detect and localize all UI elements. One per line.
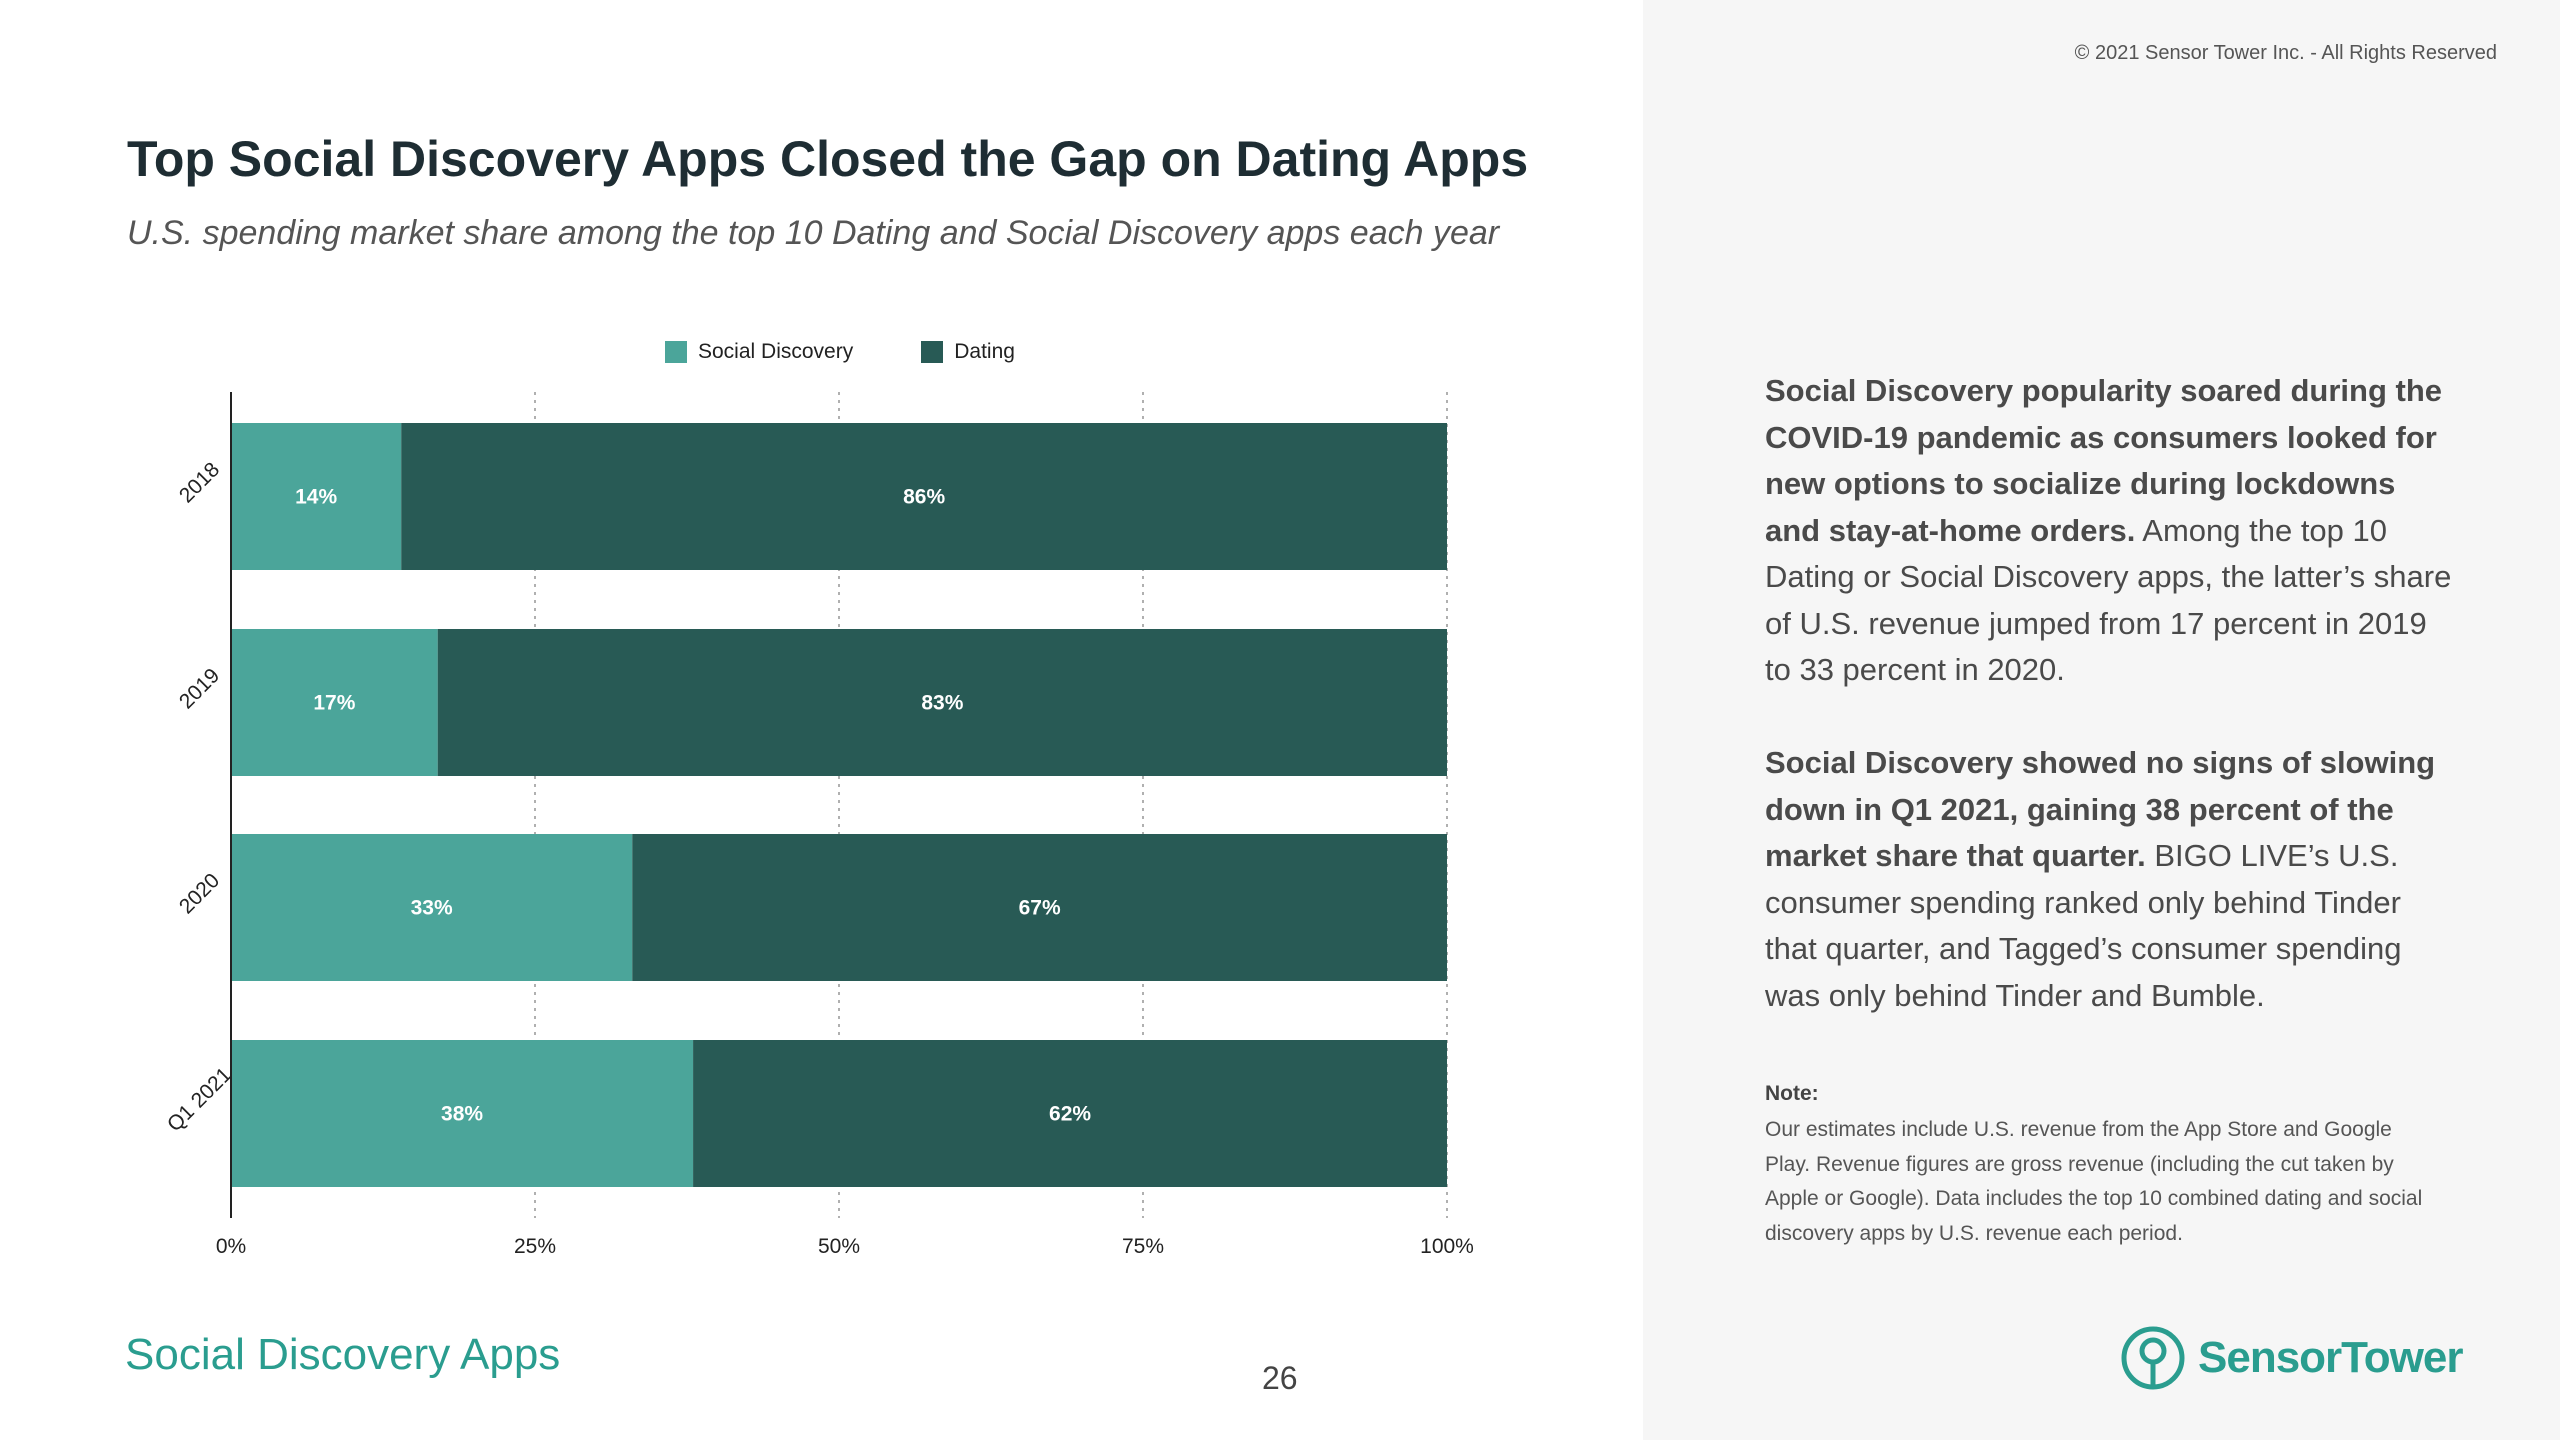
legend-label-social-discovery: Social Discovery [698, 340, 854, 363]
data-label: 83% [921, 692, 963, 715]
side-panel [1643, 0, 2560, 1440]
stacked-bar-chart: 14% 86% 2018 17% 83% 2019 33% 67% 2020 38% 62% Q1 2… [163, 392, 1474, 1258]
page-number: 26 [1262, 1360, 1298, 1396]
bar-segment [231, 423, 402, 570]
page-title: Top Social Discovery Apps Closed the Gap… [127, 131, 1529, 187]
brand-logo: SensorTower [2120, 1325, 2463, 1391]
page-subtitle: U.S. spending market share among the top… [127, 214, 1500, 252]
x-tick-label: 25% [514, 1235, 556, 1258]
bar-segment [231, 629, 438, 776]
data-label: 62% [1049, 1103, 1091, 1126]
legend-swatch-dating [921, 341, 944, 363]
bar-segment [231, 1040, 694, 1187]
chart-legend: Social Discovery Dating [665, 340, 1083, 364]
data-label: 33% [411, 897, 453, 920]
commentary-1-bold: Social Discovery popularity soared durin… [1765, 373, 2443, 548]
category-label: 2018 [175, 458, 224, 507]
note-text: Our estimates include U.S. revenue from … [1765, 1118, 2423, 1245]
x-tick-label: 0% [216, 1235, 246, 1258]
data-label: 38% [441, 1103, 483, 1126]
copyright-notice: © 2021 Sensor Tower Inc. - All Rights Re… [2074, 42, 2497, 64]
commentary-1-text: Among the top 10 Dating or Social Discov… [1765, 512, 2452, 688]
bar-segment [437, 629, 1448, 776]
data-label: 86% [903, 486, 945, 509]
legend-swatch-social-discovery [665, 341, 687, 363]
category-label: Q1 2021 [163, 1063, 236, 1136]
commentary-2-bold: Social Discovery showed no signs of slow… [1765, 745, 2436, 873]
commentary-paragraph-2: Social Discovery showed no signs of slow… [1765, 740, 2455, 1019]
legend-item-social-discovery: Social Discovery [665, 340, 853, 364]
sensor-tower-logo-icon [2121, 1326, 2185, 1390]
x-tick-label: 50% [818, 1235, 860, 1258]
bar-segment [632, 834, 1447, 981]
data-label: 17% [313, 692, 355, 715]
bar-segment [231, 834, 633, 981]
bar-segment [401, 423, 1447, 570]
legend-label-dating: Dating [954, 340, 1015, 363]
category-label: 2019 [175, 664, 224, 713]
brand-name: SensorTower [2198, 1333, 2463, 1382]
bar-segment [693, 1040, 1447, 1187]
data-label: 67% [1019, 897, 1061, 920]
commentary-paragraph-1: Social Discovery popularity soared durin… [1765, 368, 2455, 694]
section-title: Social Discovery Apps [125, 1330, 561, 1379]
note-label: Note: [1765, 1082, 1819, 1105]
commentary-2-text: BIGO LIVE’s U.S. consumer spending ranke… [1765, 838, 2402, 1013]
x-tick-label: 100% [1420, 1235, 1474, 1258]
category-label: 2020 [175, 869, 224, 918]
data-label: 14% [295, 486, 337, 509]
legend-item-dating: Dating [921, 340, 1015, 364]
x-tick-label: 75% [1122, 1235, 1164, 1258]
